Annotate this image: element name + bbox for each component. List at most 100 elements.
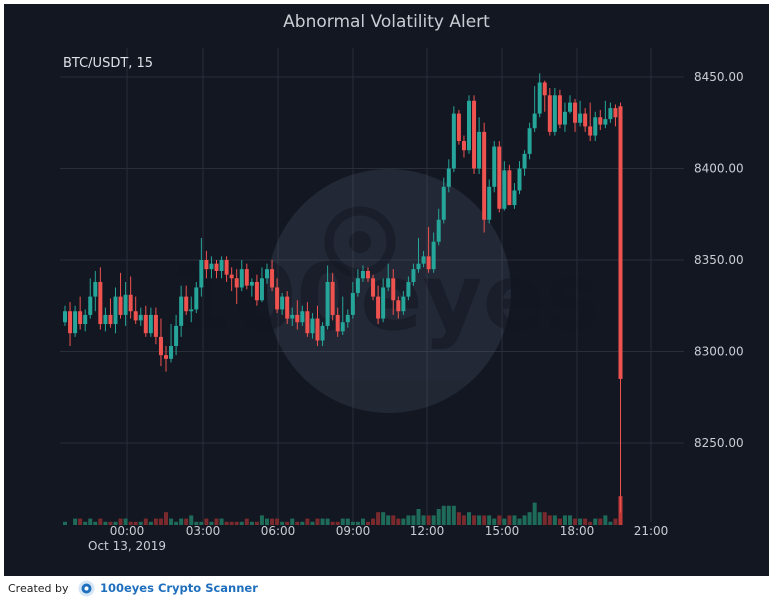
candle-body (588, 126, 593, 136)
volume-bar (214, 518, 219, 525)
candle-body (290, 314, 295, 319)
price-tick-label: 8400.00 (694, 162, 744, 176)
volume-bar (103, 521, 108, 525)
volume-bar (169, 518, 174, 525)
volume-bar (532, 502, 537, 525)
volume-bar (315, 518, 320, 525)
candle-body (360, 270, 365, 279)
volume-bar (199, 521, 204, 525)
candle-body (148, 314, 153, 334)
candle-body (557, 95, 562, 125)
candle-body (88, 296, 93, 315)
candle-body (371, 278, 376, 297)
time-tick-label: 21:00 (634, 524, 669, 538)
price-tick-label: 8300.00 (694, 345, 744, 359)
candle-body (300, 311, 305, 323)
footer: Created by 100eyes Crypto Scanner (0, 577, 773, 601)
volume-bar (562, 515, 567, 525)
candle-body (542, 82, 547, 96)
candle-body (340, 322, 345, 332)
volume-bar (426, 515, 431, 525)
candle-body (497, 146, 502, 209)
candle-body (446, 168, 451, 187)
candle-body (174, 325, 179, 347)
volume-bar (573, 518, 578, 525)
volume-bar (583, 518, 588, 525)
candle-body (78, 311, 83, 325)
watermark-logo: 100eyes (168, 169, 600, 413)
candle-body (406, 281, 411, 297)
candle-body (568, 102, 572, 112)
candle-body (164, 355, 168, 359)
candle-body (461, 141, 466, 151)
volume-bar (527, 512, 532, 525)
price-tick-label: 8250.00 (694, 436, 744, 450)
candle-body (254, 281, 259, 301)
volume-bar (588, 521, 593, 525)
candle-body (270, 269, 275, 288)
volume-bar (613, 518, 618, 525)
candle-body (583, 113, 588, 127)
volume-bar (280, 521, 285, 525)
candle-body (396, 300, 401, 312)
volume-bar (431, 515, 436, 525)
volume-bar (73, 518, 78, 525)
candle-body (244, 269, 249, 286)
candle-body (295, 314, 300, 323)
candle-body (265, 269, 269, 279)
candles (63, 73, 623, 513)
candle-body (158, 336, 163, 356)
volume-bar (608, 521, 613, 525)
volume-bar (441, 505, 446, 525)
candle-body (239, 269, 244, 288)
candle-body (416, 263, 421, 270)
candle-body (63, 311, 67, 323)
volume-bar (244, 518, 249, 525)
volume-bar (78, 518, 83, 525)
candle-body (204, 260, 209, 270)
candle-body (335, 314, 340, 332)
volume-bar (467, 512, 471, 525)
volume-bar (472, 515, 477, 525)
volume-bar (360, 518, 365, 525)
volume-bar (270, 518, 275, 525)
candle-body (598, 117, 603, 125)
volume-bar (386, 515, 391, 525)
volume-bar (547, 515, 552, 525)
candle-body (103, 314, 108, 325)
volume-bar (396, 518, 401, 525)
candle-body (214, 263, 219, 271)
volume-bar (552, 515, 557, 525)
candle-body (345, 314, 350, 323)
symbol-label: BTC/USDT, 15 (63, 56, 153, 71)
candle-body (310, 318, 315, 334)
candle-body (411, 269, 416, 282)
volume-bar (320, 518, 325, 525)
candle-body (199, 260, 204, 288)
candle-body (83, 314, 88, 325)
volume-bar (451, 505, 456, 525)
time-tick-label: 18:00 (560, 524, 595, 538)
volume-bar (113, 521, 118, 525)
candle-body (229, 274, 234, 279)
volume-bar (164, 512, 168, 525)
volume-bar (371, 518, 376, 525)
volume-bar (98, 518, 103, 525)
volume-bar (477, 515, 482, 525)
candle-body (391, 278, 396, 301)
candle-body (451, 113, 456, 169)
time-tick-label: 06:00 (261, 524, 296, 538)
candle-body (527, 128, 532, 154)
volume-bar (376, 512, 381, 525)
candle-body (477, 131, 482, 169)
volume-bar (330, 521, 335, 525)
volume-bar (229, 521, 234, 525)
brand-link[interactable]: 100eyes Crypto Scanner (100, 581, 258, 595)
volume-bar (456, 512, 461, 525)
volume-bar (411, 515, 416, 525)
candle-body (507, 170, 512, 206)
volume-bar (128, 521, 133, 525)
chart-panel: 100eyes 8450.00 8400.00 8350.00 8300.00 8250… (4, 4, 769, 576)
volume-bar (603, 515, 608, 525)
volume-bar (497, 515, 502, 525)
